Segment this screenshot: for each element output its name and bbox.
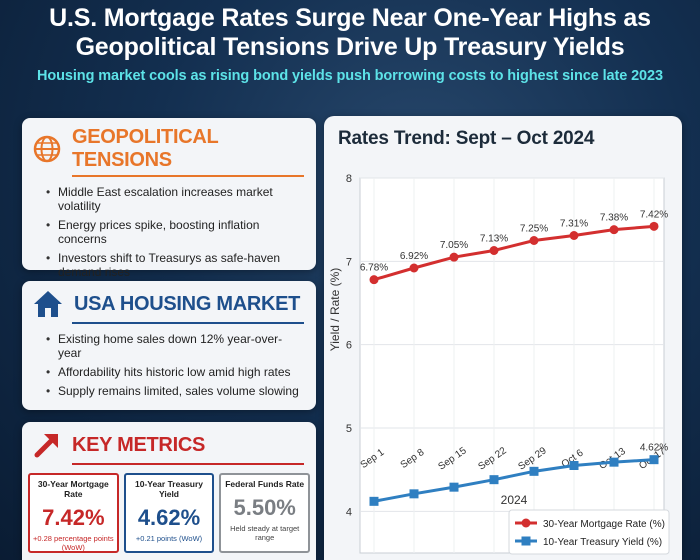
data-point xyxy=(529,466,539,476)
data-label: 7.42% xyxy=(640,209,668,220)
y-tick-label: 6 xyxy=(346,340,352,352)
key-metrics-divider xyxy=(72,463,304,465)
metric-value: 7.42% xyxy=(42,505,105,530)
key-metrics-title: KEY METRICS xyxy=(72,433,206,456)
data-point xyxy=(489,475,499,485)
housing-card: USA HOUSING MARKET Existing home sales d… xyxy=(22,281,316,410)
series-line xyxy=(373,224,655,282)
trend-up-arrow-icon xyxy=(34,434,58,458)
y-tick-label: 7 xyxy=(346,256,352,268)
data-point xyxy=(649,221,659,231)
list-item: Existing home sales down 12% year-over-y… xyxy=(46,332,300,360)
list-item: Affordability hits historic low amid hig… xyxy=(46,365,300,379)
data-point xyxy=(529,236,539,245)
data-point xyxy=(569,231,579,240)
data-point xyxy=(369,275,379,285)
house-icon xyxy=(34,291,62,317)
housing-title: USA HOUSING MARKET xyxy=(74,292,301,315)
housing-bullets: Existing home sales down 12% year-over-y… xyxy=(22,324,316,398)
key-metrics-card: KEY METRICS 30-Year Mortgage Rate 7.42% … xyxy=(22,422,316,560)
data-point xyxy=(449,252,459,262)
x-axis-label: 2024 xyxy=(501,493,528,507)
metric-label: 30-Year Mortgage Rate xyxy=(37,479,109,499)
data-label: 6.78% xyxy=(360,263,388,274)
metric-note: +0.28 percentage points (WoW) xyxy=(32,534,114,552)
legend-entry: 30-Year Mortgage Rate (%) xyxy=(543,519,665,530)
data-label: 7.38% xyxy=(600,213,628,224)
main-title: U.S. Mortgage Rates Surge Near One-Year … xyxy=(0,4,700,62)
data-label: 7.31% xyxy=(560,219,588,230)
geopolitical-divider xyxy=(72,175,304,177)
header: U.S. Mortgage Rates Surge Near One-Year … xyxy=(0,0,700,84)
main-title-line-1: U.S. Mortgage Rates Surge Near One-Year … xyxy=(49,4,651,32)
metric-treasury-yield: 10-Year Treasury Yield 4.62% +0.21 point… xyxy=(123,473,215,553)
legend-entry: 10-Year Treasury Yield (%) xyxy=(543,537,662,548)
data-point xyxy=(409,263,419,273)
data-label: 7.13% xyxy=(480,234,508,245)
legend-swatch-marker xyxy=(521,518,531,528)
metric-note: Held steady at target range xyxy=(230,524,300,542)
chart-card: Rates Trend: Sept – Oct 2024 4 5 6 7 8 Yield … xyxy=(324,116,682,560)
subtitle: Housing market cools as rising bond yiel… xyxy=(37,68,663,84)
list-item: Supply remains limited, sales volume slo… xyxy=(46,384,300,398)
y-tick-label: 4 xyxy=(346,506,352,518)
y-tick-label: 8 xyxy=(346,173,352,185)
globe-icon xyxy=(33,135,61,163)
main-title-line-2: Geopolitical Tensions Drive Up Treasury … xyxy=(75,33,625,61)
metric-fed-funds-rate: Federal Funds Rate 5.50% Held steady at … xyxy=(219,473,311,553)
metric-value: 5.50% xyxy=(233,495,296,520)
geopolitical-card: GEOPOLITICAL TENSIONS Middle East escala… xyxy=(22,118,316,279)
data-point xyxy=(609,225,619,235)
y-axis-label: Yield / Rate (%) xyxy=(328,268,342,352)
data-label: 7.05% xyxy=(440,240,468,251)
metric-label: Federal Funds Rate xyxy=(225,479,305,489)
data-label: 7.25% xyxy=(520,224,548,235)
housing-divider xyxy=(72,322,304,324)
data-label: 4.62% xyxy=(640,443,668,454)
data-point xyxy=(369,496,379,506)
metric-value: 4.62% xyxy=(137,505,201,530)
chart-title: Rates Trend: Sept – Oct 2024 xyxy=(338,128,595,149)
list-item: Middle East escalation increases market … xyxy=(46,185,300,213)
metric-mortgage-rate: 30-Year Mortgage Rate 7.42% +0.28 percen… xyxy=(28,473,119,553)
list-item: Investors shift to Treasurys as safe-hav… xyxy=(46,251,300,279)
data-point xyxy=(489,246,499,255)
geopolitical-bullets: Middle East escalation increases market … xyxy=(22,177,316,279)
metric-note: +0.21 points (WoW) xyxy=(135,534,203,543)
list-item: Energy prices spike, boosting inflation … xyxy=(46,218,300,246)
data-point xyxy=(649,455,659,465)
series-line xyxy=(373,458,655,503)
data-point xyxy=(609,457,619,467)
data-label: 6.92% xyxy=(400,251,428,262)
data-point xyxy=(409,489,419,499)
data-point xyxy=(569,461,579,470)
legend-swatch-marker xyxy=(521,536,531,546)
metrics-row: 30-Year Mortgage Rate 7.42% +0.28 percen… xyxy=(22,465,316,553)
data-point xyxy=(449,482,459,492)
geopolitical-title: GEOPOLITICAL TENSIONS xyxy=(72,126,219,171)
metric-label: 10-Year Treasury Yield xyxy=(134,479,204,499)
y-tick-label: 5 xyxy=(346,423,352,435)
legend xyxy=(508,509,670,555)
